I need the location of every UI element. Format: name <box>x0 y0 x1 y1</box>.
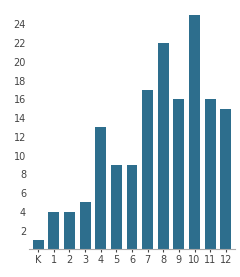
Bar <box>48 212 59 249</box>
Bar <box>189 15 200 249</box>
Bar <box>33 240 44 249</box>
Bar <box>64 212 75 249</box>
Bar <box>174 99 184 249</box>
Bar <box>111 165 122 249</box>
Bar <box>205 99 216 249</box>
Bar <box>142 90 153 249</box>
Bar <box>95 127 106 249</box>
Bar <box>220 109 231 249</box>
Bar <box>126 165 138 249</box>
Bar <box>80 202 90 249</box>
Bar <box>158 43 169 249</box>
